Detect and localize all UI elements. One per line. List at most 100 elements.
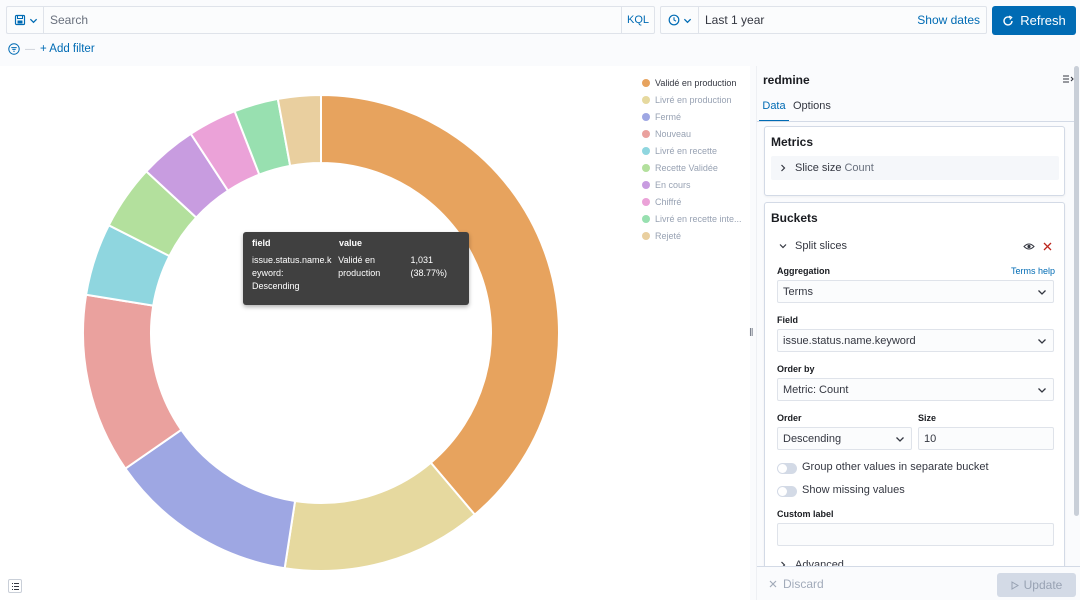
legend-color-dot bbox=[642, 214, 650, 223]
kql-label: KQL bbox=[626, 14, 649, 26]
size-value: 10 bbox=[924, 432, 937, 445]
update-button[interactable]: Update bbox=[997, 573, 1076, 597]
panel-scrollbar[interactable] bbox=[1074, 66, 1079, 516]
tab-data[interactable]: Data bbox=[759, 100, 789, 122]
filter-icon[interactable] bbox=[8, 43, 20, 55]
remove-icon[interactable] bbox=[1043, 242, 1052, 251]
field-select[interactable]: issue.status.name.keyword bbox=[777, 329, 1054, 352]
legend-color-dot bbox=[642, 231, 650, 240]
tooltip-percent: (38.77%) bbox=[410, 268, 448, 278]
legend-color-dot bbox=[642, 95, 650, 104]
chart-legend: Validé en production Livré en production F… bbox=[642, 74, 750, 244]
search-input[interactable] bbox=[44, 7, 621, 33]
filter-separator: — bbox=[25, 43, 35, 55]
tooltip-value-line2: production bbox=[338, 268, 381, 278]
refresh-icon bbox=[1003, 14, 1013, 26]
index-pattern-title: redmine bbox=[763, 73, 810, 87]
legend-label: Livré en production bbox=[655, 94, 732, 105]
legend-item[interactable]: En cours bbox=[642, 176, 750, 193]
legend-item[interactable]: Validé en production bbox=[642, 74, 750, 91]
refresh-button[interactable]: Refresh bbox=[992, 6, 1076, 35]
list-icon bbox=[11, 582, 19, 590]
query-bar: KQL Last 1 year Show dates Refresh bbox=[0, 0, 1080, 38]
save-icon bbox=[14, 14, 25, 26]
order-label: Order bbox=[777, 413, 802, 423]
show-missing-label: Show missing values bbox=[802, 484, 905, 496]
buckets-section: Buckets Split slices Aggregation Terms h… bbox=[764, 202, 1065, 582]
show-missing-toggle[interactable] bbox=[777, 486, 797, 497]
split-slices-label: Split slices bbox=[795, 240, 847, 252]
donut-slice[interactable] bbox=[276, 93, 322, 167]
aggregation-select[interactable]: Terms bbox=[777, 280, 1054, 303]
legend-item[interactable]: Livré en production bbox=[642, 91, 750, 108]
chart-tooltip: field value issue.status.name.k Validé e… bbox=[243, 232, 469, 305]
legend-color-dot bbox=[642, 163, 650, 172]
custom-label-label: Custom label bbox=[777, 509, 834, 519]
legend-item[interactable]: Chiffré bbox=[642, 193, 750, 210]
tooltip-count: 1,031 bbox=[410, 255, 434, 265]
group-other-toggle[interactable] bbox=[777, 463, 797, 474]
panel-resize-handle[interactable]: ‖ bbox=[749, 327, 754, 339]
order-by-value: Metric: Count bbox=[783, 383, 849, 396]
split-slices-accordion[interactable]: Split slices bbox=[771, 234, 1059, 258]
legend-toggle-button[interactable] bbox=[8, 579, 22, 593]
field-label: Field bbox=[777, 315, 799, 325]
saved-queries-button[interactable] bbox=[6, 6, 44, 34]
legend-label: Fermé bbox=[655, 111, 682, 122]
play-icon bbox=[1011, 580, 1019, 590]
legend-label: Livré en recette bbox=[655, 145, 718, 156]
show-dates-link[interactable]: Show dates bbox=[917, 13, 980, 27]
quick-menu-button[interactable] bbox=[661, 7, 699, 33]
slice-size-value: Count bbox=[844, 162, 874, 174]
order-select[interactable]: Descending bbox=[777, 427, 912, 450]
legend-label: Livré en recette inte... bbox=[655, 213, 742, 224]
tooltip-header-field: field bbox=[252, 238, 271, 248]
slice-size-accordion[interactable]: Slice size Count bbox=[771, 156, 1059, 180]
tab-options[interactable]: Options bbox=[793, 100, 831, 112]
chevron-down-icon bbox=[683, 18, 691, 23]
legend-item[interactable]: Livré en recette bbox=[642, 142, 750, 159]
legend-color-dot bbox=[642, 78, 650, 87]
close-icon bbox=[769, 580, 777, 588]
order-by-label: Order by bbox=[777, 364, 815, 374]
terms-help-link[interactable]: Terms help bbox=[1011, 266, 1056, 276]
eye-icon[interactable] bbox=[1023, 242, 1035, 251]
tooltip-field-line1: issue.status.name.k bbox=[252, 255, 332, 265]
legend-item[interactable]: Fermé bbox=[642, 108, 750, 125]
chevron-down-icon bbox=[896, 437, 904, 442]
buckets-title: Buckets bbox=[771, 211, 818, 225]
legend-label: Validé en production bbox=[655, 77, 737, 88]
time-range-label[interactable]: Last 1 year bbox=[705, 13, 765, 27]
discard-button[interactable]: Discard bbox=[769, 577, 824, 591]
add-filter-button[interactable]: + Add filter bbox=[40, 43, 95, 55]
collapse-sidebar-icon[interactable] bbox=[1062, 74, 1074, 84]
metrics-section: Metrics Slice size Count bbox=[764, 126, 1065, 196]
tooltip-value-line1: Validé en bbox=[338, 255, 376, 265]
slice-size-label: Slice size bbox=[795, 162, 842, 174]
legend-label: Rejeté bbox=[655, 230, 682, 241]
chevron-down-icon bbox=[779, 244, 787, 249]
donut-slice[interactable] bbox=[320, 93, 560, 517]
legend-item[interactable]: Recette Validée bbox=[642, 159, 750, 176]
size-input[interactable]: 10 bbox=[918, 427, 1054, 450]
donut-chart bbox=[82, 93, 560, 572]
field-value: issue.status.name.keyword bbox=[783, 334, 916, 347]
legend-color-dot bbox=[642, 146, 650, 155]
legend-label: Chiffré bbox=[655, 196, 682, 207]
filter-bar: — + Add filter bbox=[0, 40, 760, 58]
clock-icon bbox=[668, 14, 679, 26]
legend-color-dot bbox=[642, 180, 650, 189]
legend-item[interactable]: Nouveau bbox=[642, 125, 750, 142]
custom-label-input[interactable] bbox=[777, 523, 1054, 546]
order-value: Descending bbox=[783, 432, 842, 445]
order-by-select[interactable]: Metric: Count bbox=[777, 378, 1054, 401]
legend-item[interactable]: Rejeté bbox=[642, 227, 750, 244]
time-picker: Last 1 year Show dates bbox=[660, 6, 987, 34]
aggregation-value: Terms bbox=[783, 285, 813, 298]
kql-button[interactable]: KQL bbox=[621, 6, 655, 34]
legend-label: Recette Validée bbox=[655, 162, 718, 173]
legend-item[interactable]: Livré en recette inte... bbox=[642, 210, 750, 227]
update-label: Update bbox=[1023, 578, 1063, 592]
refresh-label: Refresh bbox=[1020, 13, 1066, 28]
tooltip-header-value: value bbox=[339, 238, 363, 248]
